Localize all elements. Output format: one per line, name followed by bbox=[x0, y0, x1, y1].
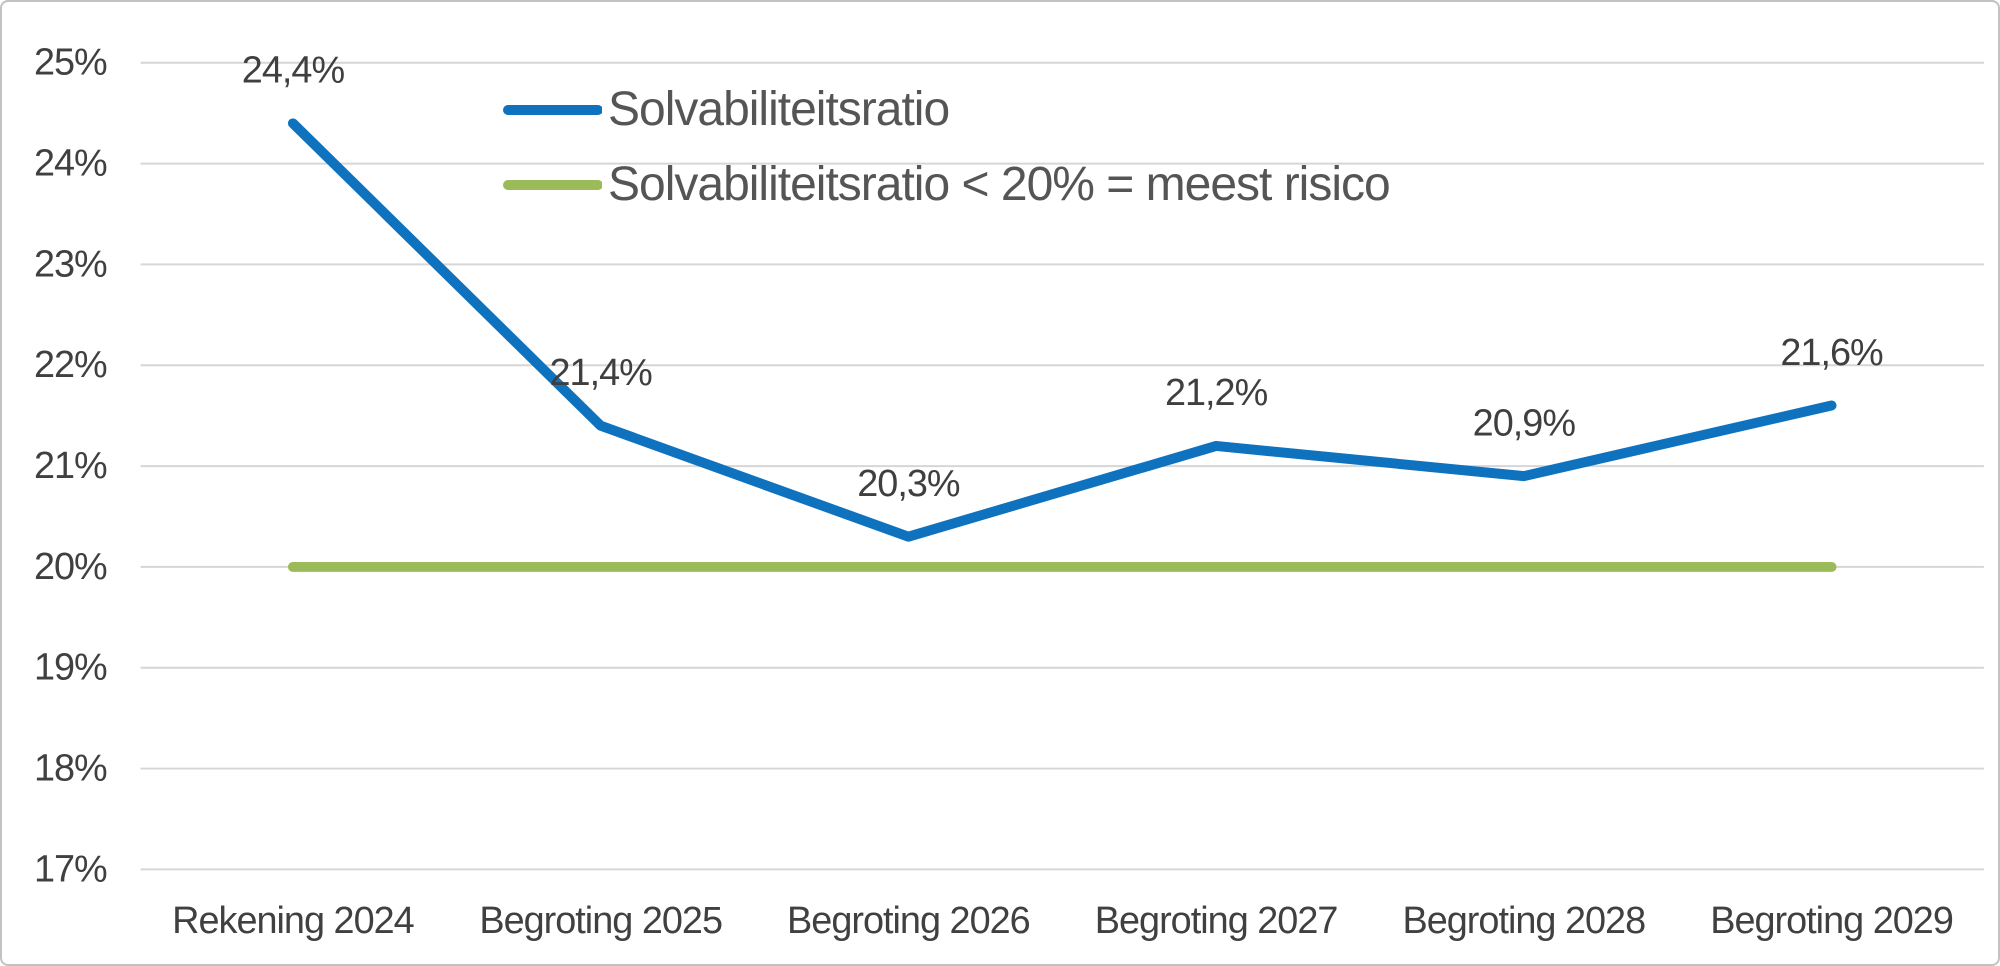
y-axis-tick-label: 18% bbox=[34, 748, 107, 790]
legend-item-threshold: Solvabiliteitsratio < 20% = meest risico bbox=[502, 147, 1391, 222]
x-axis-category-label: Begroting 2029 bbox=[1710, 900, 1953, 942]
x-axis-category-label: Rekening 2024 bbox=[172, 900, 414, 942]
y-axis-tick-label: 22% bbox=[34, 344, 107, 386]
y-axis-tick-label: 19% bbox=[34, 647, 107, 689]
legend-label: Solvabiliteitsratio bbox=[608, 83, 950, 136]
legend-label: Solvabiliteitsratio < 20% = meest risico bbox=[608, 158, 1391, 211]
data-label: 20,9% bbox=[1473, 402, 1576, 444]
y-axis-tick-label: 23% bbox=[34, 243, 107, 285]
legend-line-swatch-blue bbox=[503, 104, 602, 115]
x-axis-category-label: Begroting 2027 bbox=[1095, 900, 1338, 942]
y-axis-tick-label: 25% bbox=[34, 42, 107, 84]
y-axis-tick-label: 24% bbox=[34, 143, 107, 185]
x-axis-category-label: Begroting 2028 bbox=[1402, 900, 1645, 942]
x-axis-category-label: Begroting 2026 bbox=[787, 900, 1030, 942]
x-axis-category-label: Begroting 2025 bbox=[479, 900, 722, 942]
data-label: 20,3% bbox=[857, 463, 960, 505]
solvabiliteitsratio-line bbox=[287, 118, 1837, 542]
legend-item-solvabiliteitsratio: Solvabiliteitsratio bbox=[502, 72, 1390, 147]
data-label: 21,4% bbox=[550, 352, 653, 394]
y-axis-tick-label: 20% bbox=[34, 546, 107, 588]
y-axis-tick-label: 21% bbox=[34, 445, 107, 487]
y-axis-tick-label: 17% bbox=[34, 848, 107, 890]
chart-legend: Solvabiliteitsratio Solvabiliteitsratio … bbox=[502, 72, 1391, 222]
legend-line-swatch-green bbox=[503, 179, 602, 190]
data-label: 21,6% bbox=[1780, 332, 1883, 374]
data-label: 21,2% bbox=[1165, 372, 1268, 414]
data-label: 24,4% bbox=[242, 49, 345, 91]
